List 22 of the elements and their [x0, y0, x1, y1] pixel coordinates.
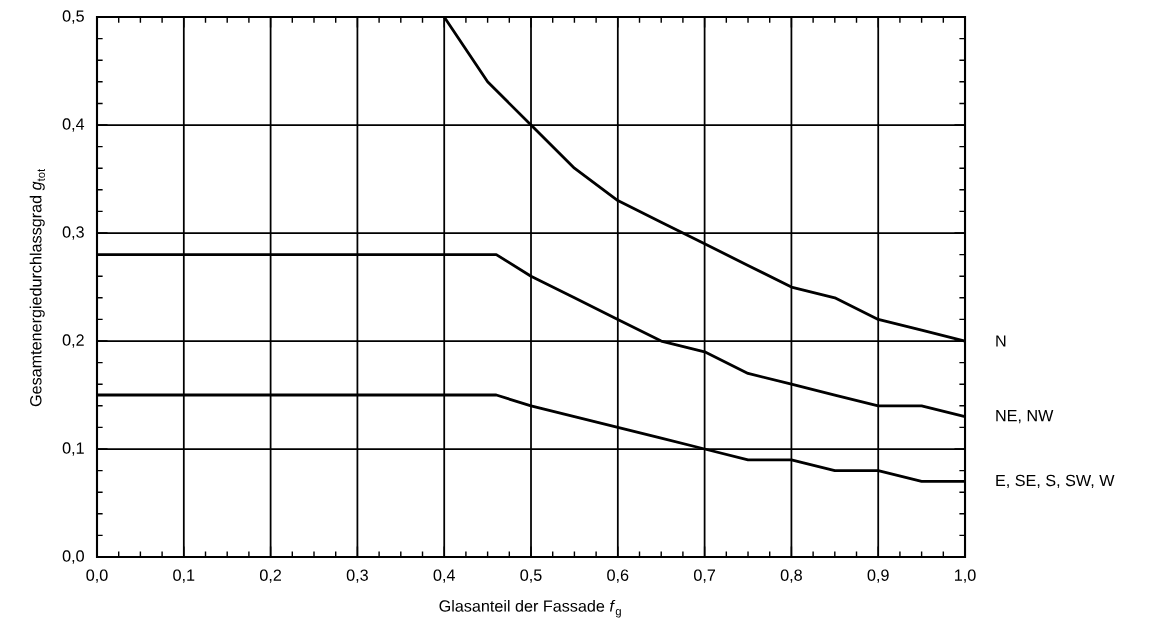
x-tick-label: 0,0	[86, 569, 108, 583]
legend-label: NE, NW	[996, 410, 1054, 424]
y-tick-label: 0,5	[62, 10, 84, 24]
x-tick-label: 0,2	[259, 569, 282, 583]
x-tick-label: 0,7	[693, 569, 716, 583]
x-tick-label: 0,8	[780, 569, 802, 583]
x-tick-label: 1,0	[955, 569, 976, 583]
x-tick-label: 0,4	[433, 569, 455, 583]
x-tick-label: 0,6	[607, 569, 629, 583]
y-tick-label: 0,3	[62, 226, 84, 240]
y-tick-label: 0,4	[62, 118, 85, 132]
legend-label: E, SE, S, SW, W	[996, 474, 1115, 489]
y-tick-label: 0,2	[62, 334, 84, 348]
x-tick-label: 0,5	[520, 569, 542, 583]
x-tick-label: 0,9	[867, 569, 889, 583]
x-axis-title: Glasanteil der Fassade f$_{g}$	[439, 599, 621, 618]
y-tick-label: 0,0	[62, 550, 84, 564]
x-tick-label: 0,3	[346, 569, 368, 583]
legend-label: N	[996, 335, 1006, 347]
y-tick-label: 0,1	[62, 442, 84, 456]
y-axis-title: Gesamtenergiedurchlassgrad g$_{tot}$	[29, 168, 46, 407]
x-tick-label: 0,1	[173, 569, 195, 583]
